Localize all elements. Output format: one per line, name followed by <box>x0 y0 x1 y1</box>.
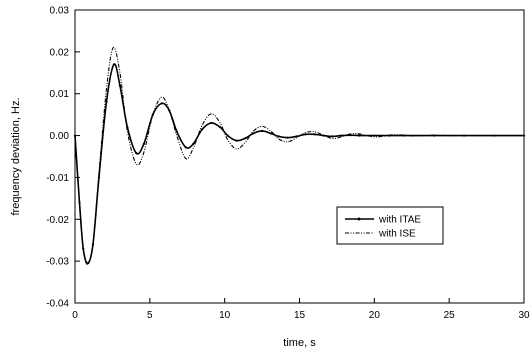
series-line-ise <box>74 46 524 266</box>
series-point-itae <box>210 121 213 125</box>
legend-label-itae: with ITAE <box>378 215 421 226</box>
x-tick-label: 20 <box>369 310 381 321</box>
series-point-itae <box>349 134 352 137</box>
series-point-itae <box>358 134 361 137</box>
series-point-itae <box>252 132 255 135</box>
x-axis-title: time, s <box>283 337 316 349</box>
series-point-itae <box>192 142 195 146</box>
series-point-itae <box>219 126 222 129</box>
y-tick-label: -0.02 <box>46 215 69 226</box>
series-point-itae <box>86 262 89 265</box>
series-point-itae <box>492 134 496 137</box>
series-line-itae <box>74 63 524 265</box>
y-tick-label: -0.01 <box>46 173 69 184</box>
series-point-itae <box>304 133 307 136</box>
series-point-itae <box>269 132 273 135</box>
y-tick-label: -0.03 <box>46 257 69 268</box>
series-point-itae <box>295 135 298 138</box>
series-point-itae <box>201 128 204 131</box>
series-point-itae <box>331 135 334 138</box>
series-point-itae <box>226 134 229 137</box>
y-tick-label: 0.00 <box>50 131 70 142</box>
series-point-itae <box>118 84 121 87</box>
series-point-itae <box>97 176 101 179</box>
series-point-itae <box>235 139 238 142</box>
series-point-itae <box>175 130 178 133</box>
legend-marker-itae <box>357 217 361 221</box>
series-point-itae <box>260 129 264 133</box>
x-tick-label: 25 <box>444 310 456 321</box>
x-tick-label: 15 <box>294 310 306 321</box>
series-point-itae <box>277 135 280 138</box>
series-point-itae <box>168 109 171 112</box>
x-tick-label: 10 <box>219 310 231 321</box>
series-point-itae <box>73 134 77 137</box>
series-point-itae <box>313 133 316 136</box>
series-point-itae <box>522 134 526 137</box>
series-point-itae <box>105 100 108 104</box>
series-point-itae <box>126 126 129 129</box>
legend: with ITAE with ISE <box>336 206 444 245</box>
series-point-itae <box>373 134 376 137</box>
series-point-itae <box>388 134 391 137</box>
series-point-itae <box>322 134 325 137</box>
x-tick-label: 0 <box>72 310 78 321</box>
series-point-itae <box>135 152 138 155</box>
series-point-itae <box>142 142 145 146</box>
series-point-itae <box>82 247 85 250</box>
x-tick-label: 5 <box>147 310 153 321</box>
series-point-itae <box>160 102 163 105</box>
x-tick-label: 30 <box>518 310 530 321</box>
series-point-itae <box>184 146 187 149</box>
y-tick-label: 0.02 <box>50 47 70 58</box>
series-point-itae <box>91 243 95 246</box>
series-point-itae <box>151 113 154 116</box>
y-tick-label: 0.01 <box>50 89 70 100</box>
series-point-itae <box>403 134 406 137</box>
series-point-itae <box>433 134 436 137</box>
series-point-itae <box>112 63 116 66</box>
series-point-itae <box>286 136 289 139</box>
y-tick-label: -0.04 <box>46 299 69 310</box>
y-axis-title: frequency deviation, Hz. <box>10 97 22 215</box>
series-point-itae <box>340 134 343 137</box>
series-point-itae <box>78 201 81 204</box>
series-point-itae <box>463 134 466 137</box>
y-tick-label: 0.03 <box>50 6 70 17</box>
legend-box <box>336 206 444 245</box>
legend-label-ise: with ISE <box>378 229 416 240</box>
series-point-itae <box>244 136 247 140</box>
